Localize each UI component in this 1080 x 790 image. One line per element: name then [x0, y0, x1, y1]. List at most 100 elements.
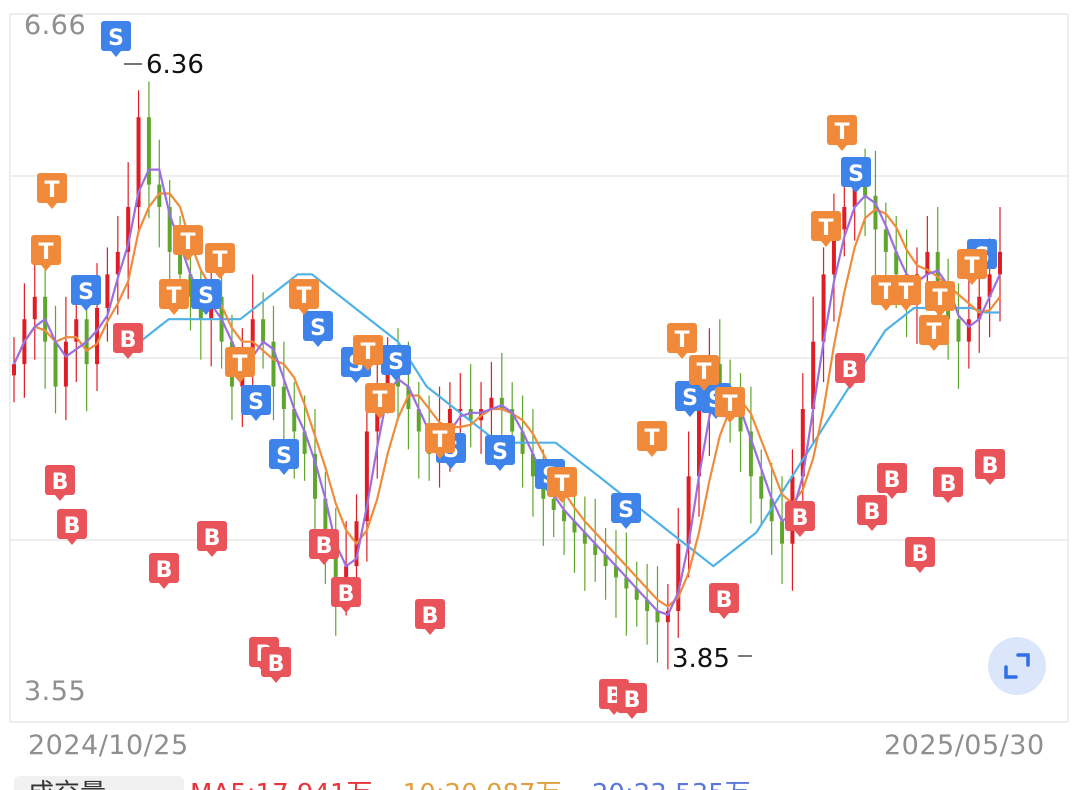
volume-footer: 成交量 MA5:17.941万 10:20.087万 20:23.535万	[0, 768, 1080, 790]
candle-body-82	[863, 184, 868, 196]
buy-marker-11: B	[785, 501, 815, 537]
candle-body-56	[593, 543, 598, 555]
high-price-label: 6.36	[146, 50, 204, 80]
candle-body-6	[74, 319, 79, 342]
buy-marker-7: B	[415, 599, 445, 635]
sell-marker-0: S	[101, 21, 131, 57]
buy-marker-6: B	[331, 577, 361, 613]
candle-body-4	[53, 341, 58, 387]
expand-button[interactable]	[988, 637, 1046, 695]
svg-text:T: T	[166, 284, 181, 309]
svg-text:T: T	[926, 320, 941, 345]
svg-text:S: S	[108, 26, 124, 51]
take-marker-16: T	[811, 211, 841, 247]
candle-body-16	[178, 251, 183, 275]
take-marker-9: T	[425, 423, 455, 459]
buy-marker-13: B	[857, 495, 887, 531]
sell-marker-3: S	[303, 311, 333, 347]
svg-text:B: B	[52, 470, 69, 495]
svg-text:B: B	[982, 454, 999, 479]
legend-ma10: 10:20.087万	[403, 779, 562, 790]
svg-text:B: B	[792, 506, 809, 531]
svg-text:B: B	[268, 652, 285, 677]
candle-body-84	[883, 229, 888, 252]
svg-text:B: B	[156, 558, 173, 583]
svg-text:B: B	[842, 358, 859, 383]
svg-text:T: T	[818, 216, 833, 241]
candle-body-88	[925, 251, 930, 275]
buy-marker-1: B	[45, 465, 75, 501]
candle-body-31	[333, 543, 338, 589]
svg-text:T: T	[296, 284, 311, 309]
candle-body-30	[323, 498, 328, 544]
take-marker-21: T	[957, 249, 987, 285]
moving-average-lines	[13, 168, 1001, 617]
candle-body-71	[748, 431, 753, 477]
candle-body-89	[935, 251, 940, 286]
buy-marker-14: B	[877, 463, 907, 499]
candle-body-39	[416, 409, 421, 432]
y-max-label: 6.66	[24, 10, 87, 41]
candle-body-24	[261, 319, 266, 342]
y-min-label: 3.55	[24, 676, 87, 707]
sell-marker-11: S	[611, 493, 641, 529]
buy-marker-10: B	[709, 583, 739, 619]
candle-body-66	[697, 409, 702, 477]
candle-body-79	[831, 229, 836, 275]
candle-body-78	[821, 274, 826, 342]
take-marker-1: T	[31, 235, 61, 271]
svg-text:T: T	[554, 472, 569, 497]
take-marker-8: T	[365, 383, 395, 419]
candle-body-52	[551, 498, 556, 511]
candle-body-93	[977, 296, 982, 320]
candle-body-47	[499, 397, 504, 410]
trade-markers: SSSSSSSSSSSSSSSSTTTTTTTTTTTTTTTTTTTTTTBB…	[31, 21, 1005, 719]
buy-marker-2: B	[57, 509, 87, 545]
sell-marker-12: S	[675, 381, 705, 417]
candle-body-83	[873, 195, 878, 230]
svg-text:T: T	[898, 280, 913, 305]
sell-marker-14: S	[841, 157, 871, 193]
candle-body-11	[126, 207, 131, 252]
svg-text:T: T	[932, 286, 947, 311]
sell-marker-4: S	[241, 385, 271, 421]
sell-marker-9: S	[485, 435, 515, 471]
x-end-date: 2025/05/30	[884, 730, 1045, 761]
svg-text:T: T	[432, 428, 447, 453]
take-marker-13: T	[689, 355, 719, 391]
svg-text:S: S	[248, 390, 264, 415]
volume-tab[interactable]: 成交量	[14, 776, 184, 790]
svg-text:S: S	[492, 440, 508, 465]
svg-text:T: T	[180, 230, 195, 255]
svg-text:B: B	[64, 514, 81, 539]
take-marker-12: T	[667, 323, 697, 359]
buy-marker-5: B	[309, 529, 339, 565]
candle-body-70	[738, 409, 743, 432]
candle-body-43	[458, 409, 463, 412]
candle-body-55	[582, 532, 587, 544]
svg-text:T: T	[212, 248, 227, 273]
take-marker-5: T	[289, 279, 319, 315]
take-marker-10: T	[547, 467, 577, 503]
volume-legend: MA5:17.941万 10:20.087万 20:23.535万	[190, 776, 773, 790]
take-marker-14: T	[715, 387, 745, 423]
buy-marker-15: B	[905, 537, 935, 573]
svg-text:T: T	[722, 392, 737, 417]
svg-text:S: S	[682, 386, 698, 411]
ma-line-purple	[13, 168, 1001, 617]
expand-corners-icon	[1004, 653, 1030, 679]
candle-body-9	[105, 274, 110, 309]
svg-text:B: B	[120, 328, 137, 353]
sell-marker-2: S	[191, 279, 221, 315]
candle-body-95	[998, 251, 1002, 275]
svg-text:B: B	[864, 500, 881, 525]
svg-text:S: S	[310, 316, 326, 341]
candle-body-27	[292, 409, 297, 432]
candle-body-65	[686, 476, 691, 544]
buy-marker-4: B	[197, 521, 227, 557]
svg-text:S: S	[388, 350, 404, 375]
candle-body-62	[655, 611, 660, 623]
candle-body-61	[645, 599, 650, 612]
buy-marker-12: B	[835, 353, 865, 389]
candle-body-50	[530, 453, 535, 477]
